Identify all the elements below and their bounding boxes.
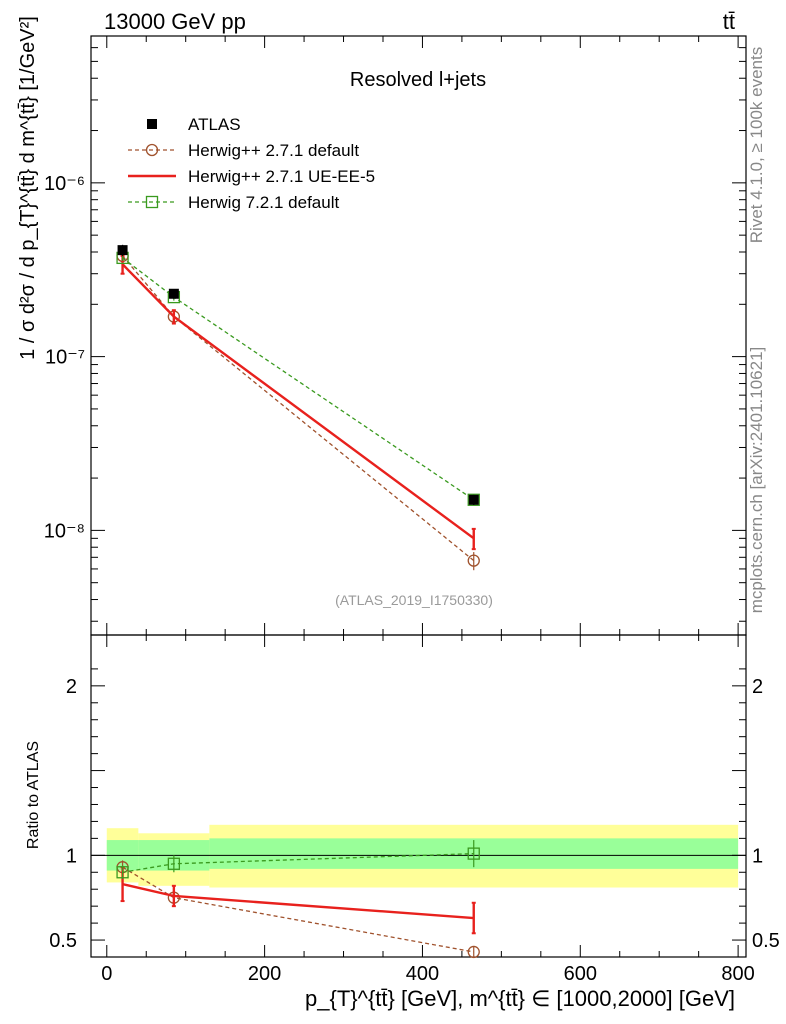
legend-marker-0 [147, 119, 157, 129]
legend-label-2: Herwig++ 2.7.1 UE-EE-5 [188, 167, 375, 186]
analysis-watermark: (ATLAS_2019_I1750330) [335, 592, 493, 608]
ratio-series-0-point [467, 945, 480, 959]
main-series-atlas-point [468, 494, 479, 505]
x-tick-label: 200 [248, 963, 281, 985]
energy-label: 13000 GeV pp [104, 9, 246, 34]
process-label: tt̄ [723, 9, 735, 34]
x-tick-label: 0 [101, 963, 112, 985]
x-tick-label: 600 [564, 963, 597, 985]
main-series-1-point [467, 554, 480, 567]
main-y-tick-label: 10⁻⁸ [44, 520, 85, 542]
main-series-3-point [467, 493, 480, 506]
x-axis-label: p_{T}^{tt̄} [GeV], m^{tt̄} ∈ [1000,2000]… [305, 986, 735, 1011]
main-y-tick-label: 10⁻⁷ [45, 347, 85, 369]
x-tick-label: 400 [406, 963, 439, 985]
legend-marker-1 [145, 143, 159, 157]
main-series-2-line [121, 263, 475, 540]
legend-label-0: ATLAS [188, 115, 241, 134]
ratio-series-1-line [122, 882, 474, 920]
source-label: mcplots.cern.ch [arXiv:2401.10621] [747, 347, 766, 613]
ratio-y-tick-label-left: 2 [66, 676, 77, 698]
ratio-frame [90, 634, 747, 958]
legend-label-1: Herwig++ 2.7.1 default [188, 141, 359, 160]
ratio-y-tick-label-right: 1 [752, 845, 763, 867]
main-series-atlas-point [117, 245, 128, 256]
main-y-axis-label: 1 / σ d²σ / d p_{T}^{tt̄} d m^{tt̄} [1/G… [17, 16, 39, 360]
ratio-y-tick-label-left: 1 [66, 845, 77, 867]
ratio-uncertainty-bands [106, 824, 739, 888]
ratio-series-2-point [116, 866, 129, 879]
ratio-y-tick-label-right: 2 [752, 676, 763, 698]
ratio-y-axis-label: Ratio to ATLAS [25, 741, 42, 849]
legend: ATLAS Herwig++ 2.7.1 default Herwig++ 2.7.… [128, 115, 375, 212]
data-series [116, 244, 480, 959]
main-title: Resolved l+jets [350, 69, 486, 91]
ratio-series-2-point [167, 857, 181, 870]
x-tick-label: 800 [721, 963, 754, 985]
ratio-y-tick-label-right: 0.5 [752, 930, 780, 952]
main-y-tick-label: 10⁻⁶ [44, 173, 85, 195]
main-series-atlas-point [168, 288, 179, 299]
axes-and-ticks: 0 200 400 600 800 10⁻⁸ 10⁻⁷ 10⁻⁶ 0.5 0.5 1 1 2 2 [44, 35, 780, 985]
legend-label-3: Herwig 7.2.1 default [188, 193, 339, 212]
legend-marker-3 [145, 195, 159, 209]
rivet-version-label: Rivet 4.1.0, ≥ 100k events [747, 47, 766, 243]
ratio-series-2-point [467, 847, 480, 860]
ratio-y-tick-label-left: 0.5 [49, 930, 77, 952]
